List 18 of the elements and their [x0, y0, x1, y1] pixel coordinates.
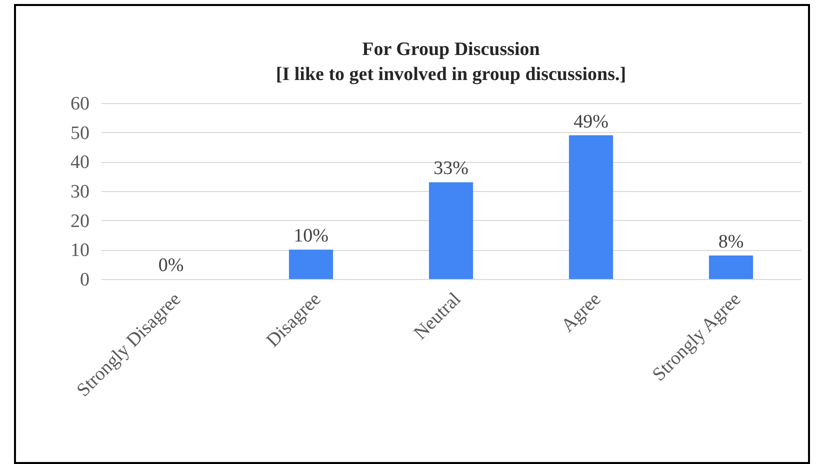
y-tick-label: 50	[70, 122, 90, 144]
data-label: 0%	[158, 255, 184, 276]
y-tick-label: 30	[70, 182, 90, 202]
y-tick-label: 10	[70, 240, 90, 262]
data-label: 49%	[574, 111, 609, 132]
data-label: 33%	[434, 158, 469, 180]
data-label: 10%	[294, 226, 329, 247]
y-tick-label: 0	[80, 270, 90, 290]
bar	[288, 250, 334, 279]
bar	[708, 256, 754, 279]
bar	[568, 135, 614, 279]
y-tick-label: 20	[70, 210, 90, 232]
chart-subtitle: [I like to get involved in group discussions.]	[276, 64, 626, 85]
chart-title: For Group Discussion	[362, 39, 540, 60]
y-tick-label: 40	[70, 152, 90, 174]
bar	[428, 182, 474, 279]
y-tick-label: 60	[70, 94, 90, 114]
data-label: 8%	[718, 232, 744, 253]
